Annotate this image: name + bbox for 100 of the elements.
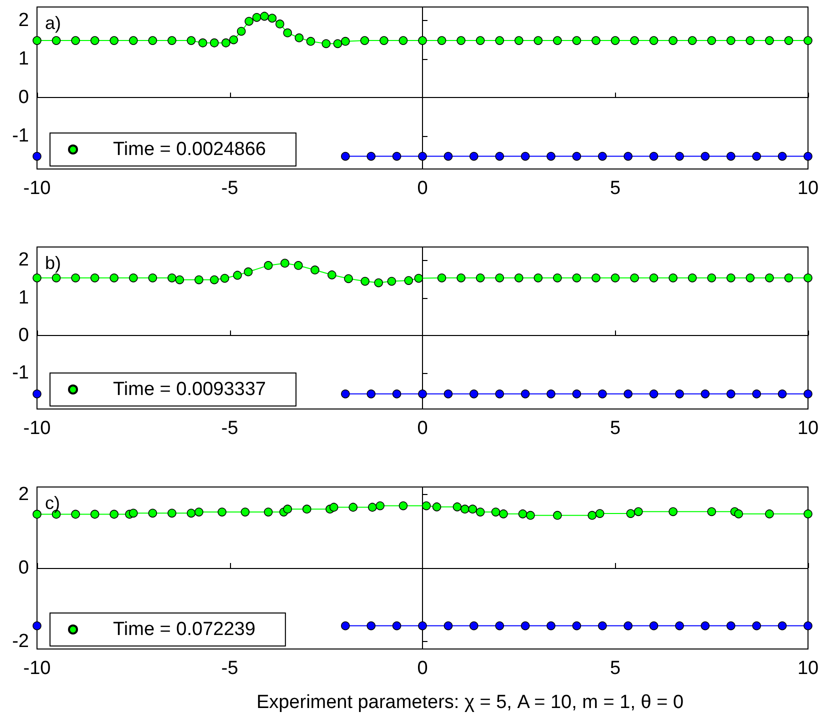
point <box>310 266 320 274</box>
point <box>752 152 762 161</box>
point <box>765 509 774 518</box>
point <box>572 36 582 45</box>
point <box>700 152 710 161</box>
point <box>469 152 478 161</box>
x-tick-label: -10 <box>23 178 51 199</box>
point <box>546 390 556 398</box>
point <box>418 152 427 161</box>
point <box>520 152 530 161</box>
point <box>778 621 787 630</box>
x-axis-title: Experiment parameters: χ = 5, A = 10, m = 1, θ = 0 <box>256 692 684 713</box>
point <box>624 152 632 161</box>
y-tick-label: 0 <box>18 87 29 108</box>
point <box>700 621 710 630</box>
point <box>333 39 342 48</box>
point <box>366 152 376 161</box>
point <box>491 508 500 516</box>
point <box>476 273 485 282</box>
point <box>630 273 639 282</box>
point <box>624 621 632 630</box>
point <box>404 276 414 285</box>
point <box>52 36 61 45</box>
point <box>700 390 710 398</box>
point <box>726 152 736 161</box>
point <box>526 510 535 520</box>
point <box>495 152 504 161</box>
y-tick-label: 0 <box>18 325 29 346</box>
x-tick-label: -10 <box>23 418 51 439</box>
point <box>598 152 607 161</box>
y-tick-label: 2 <box>18 484 29 505</box>
point <box>422 501 431 510</box>
point <box>765 273 774 282</box>
point <box>495 273 504 282</box>
point <box>469 621 478 630</box>
x-tick-label: 0 <box>417 418 428 439</box>
point <box>392 152 402 161</box>
x-tick-label: 10 <box>797 178 819 199</box>
point <box>32 152 42 161</box>
chart-title: c) <box>45 493 60 513</box>
point <box>32 390 42 398</box>
point <box>649 390 658 398</box>
point <box>688 273 697 282</box>
point <box>198 38 208 48</box>
point <box>784 273 794 282</box>
point <box>418 390 427 398</box>
point <box>387 276 396 286</box>
point <box>675 152 684 161</box>
point <box>626 509 636 518</box>
point <box>360 276 370 286</box>
point <box>534 273 543 282</box>
point <box>280 258 290 268</box>
point <box>804 621 812 630</box>
point <box>668 273 678 282</box>
point <box>546 152 556 161</box>
point <box>588 510 597 520</box>
point <box>456 273 466 282</box>
x-tick-label: 10 <box>797 418 819 439</box>
x-tick-label: -5 <box>221 658 238 679</box>
point <box>452 502 462 512</box>
point <box>210 275 219 284</box>
point <box>210 38 219 48</box>
point <box>148 508 158 518</box>
point <box>341 390 350 398</box>
chart-title: b) <box>45 253 62 273</box>
point <box>707 273 716 282</box>
point <box>90 273 100 282</box>
point <box>804 273 812 282</box>
point <box>469 390 478 398</box>
y-tick-label: -1 <box>12 126 29 147</box>
point <box>366 621 376 630</box>
point <box>746 36 755 45</box>
point <box>778 152 787 161</box>
point <box>110 36 118 45</box>
point <box>572 621 582 630</box>
point <box>71 510 80 519</box>
point <box>268 14 277 23</box>
point <box>437 36 446 45</box>
point <box>392 621 402 630</box>
point <box>649 621 658 630</box>
point <box>752 390 762 398</box>
legend-label: Time = 0.072239 <box>113 619 256 640</box>
point <box>514 273 524 282</box>
point <box>630 36 639 45</box>
point <box>546 621 556 630</box>
point <box>264 508 273 516</box>
point <box>432 502 442 512</box>
point <box>32 273 42 282</box>
point <box>688 36 697 45</box>
point <box>294 261 303 270</box>
point <box>707 507 716 516</box>
point <box>329 502 338 512</box>
point <box>236 26 246 36</box>
legend-label: Time = 0.0024866 <box>113 139 266 160</box>
y-tick-label: 1 <box>18 48 29 70</box>
point <box>148 36 158 45</box>
point <box>610 36 620 45</box>
point <box>668 36 678 45</box>
point <box>520 390 530 398</box>
point <box>194 508 204 516</box>
